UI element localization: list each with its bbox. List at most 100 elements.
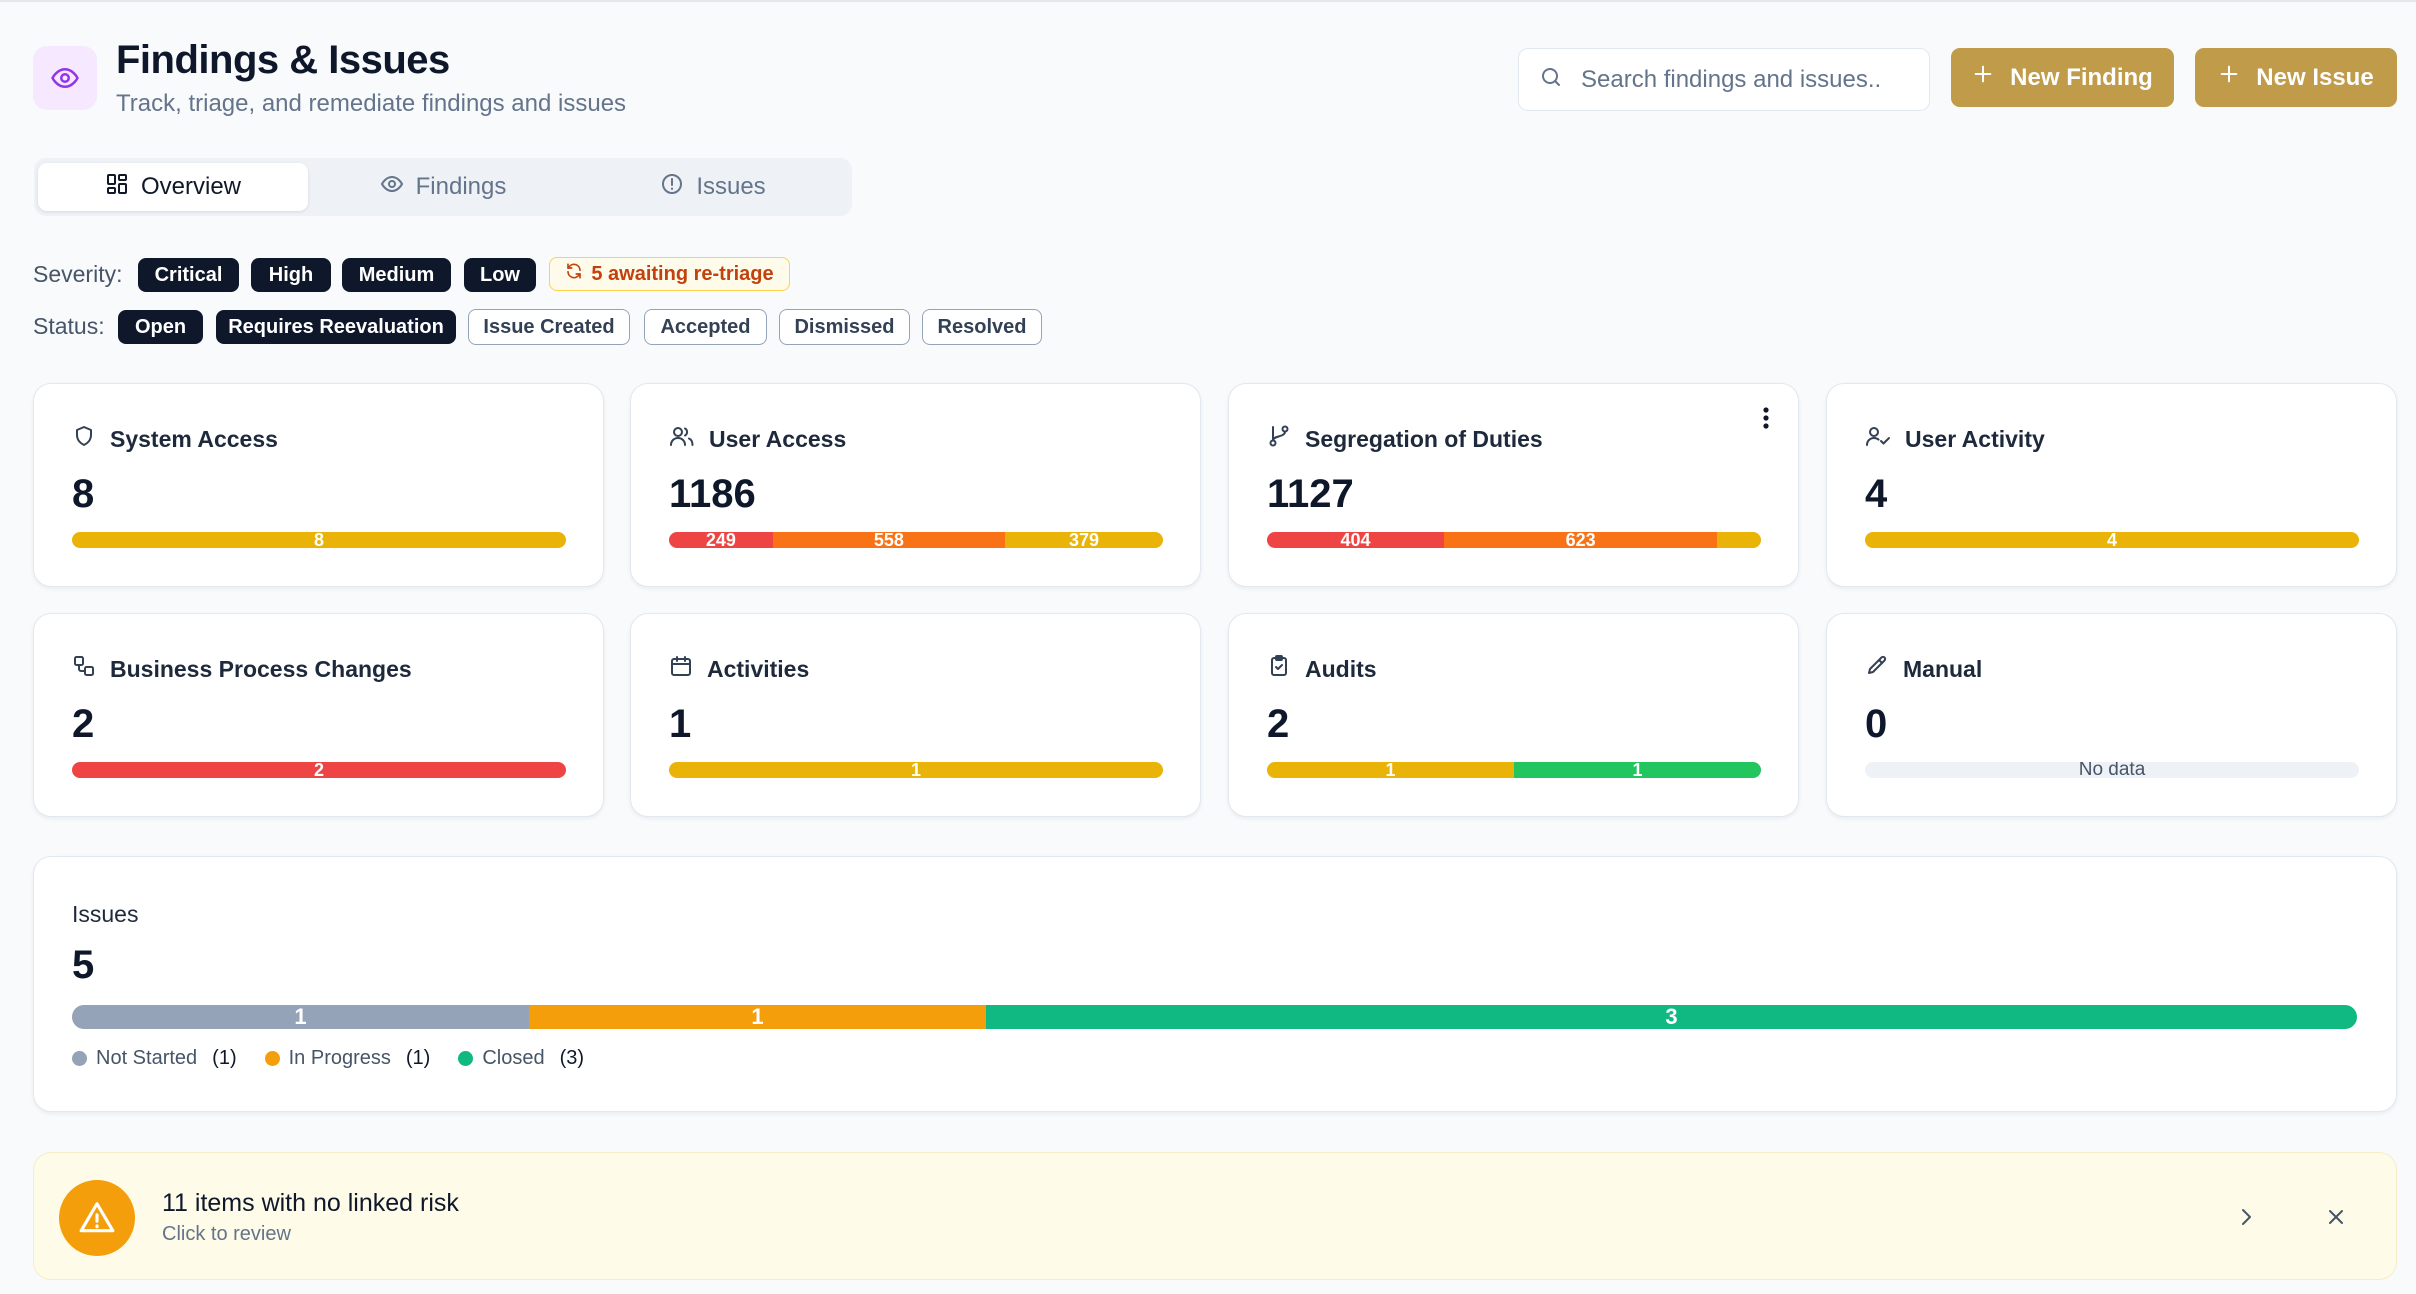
- clipboard-check-icon: [1267, 654, 1291, 684]
- card-user-access[interactable]: User Access 1186 249 558 379: [630, 383, 1201, 587]
- card-header: Audits: [1267, 654, 1377, 684]
- card-total: 5: [72, 943, 95, 987]
- view-tabs: Overview Findings Issues: [34, 158, 852, 216]
- severity-segment[interactable]: 379: [1005, 532, 1163, 548]
- card-header: Activities: [669, 654, 809, 684]
- card-total: 2: [1267, 702, 1290, 746]
- card-activities[interactable]: Activities 1 1: [630, 613, 1201, 817]
- severity-segment[interactable]: 8: [72, 532, 566, 548]
- severity-segment[interactable]: 404: [1267, 532, 1445, 548]
- legend-dot: [72, 1051, 87, 1066]
- eye-icon: [380, 172, 404, 203]
- status-chip-dismissed[interactable]: Dismissed: [779, 309, 910, 345]
- new-issue-label: New Issue: [2256, 63, 2374, 91]
- severity-filter-label: Severity:: [33, 261, 123, 287]
- tab-overview[interactable]: Overview: [38, 163, 308, 211]
- search-box[interactable]: [1518, 48, 1930, 111]
- shield-icon: [72, 424, 96, 454]
- status-segment[interactable]: 3: [986, 1005, 2357, 1029]
- tab-overview-label: Overview: [140, 173, 242, 200]
- git-branch-icon: [1267, 424, 1291, 454]
- grid-icon: [105, 172, 129, 203]
- banner-subtitle: Click to review: [162, 1223, 291, 1245]
- status-chip-open[interactable]: Open: [118, 310, 203, 344]
- status-chip-resolved[interactable]: Resolved: [922, 309, 1042, 345]
- severity-chip-critical[interactable]: Critical: [138, 258, 239, 292]
- card-title: User Access: [709, 425, 847, 452]
- severity-chip-medium[interactable]: Medium: [342, 258, 451, 292]
- plus-icon: [2218, 63, 2240, 92]
- new-issue-button[interactable]: New Issue: [2195, 48, 2397, 107]
- refresh-icon: [565, 262, 583, 286]
- status-segment[interactable]: 1: [72, 1005, 529, 1029]
- card-user-activity[interactable]: User Activity 4 4: [1826, 383, 2397, 587]
- legend-dot: [458, 1051, 474, 1066]
- card-title: Manual: [1903, 655, 1983, 682]
- severity-segment[interactable]: 1: [1514, 762, 1761, 778]
- status-segment[interactable]: 1: [529, 1005, 986, 1029]
- more-vertical-icon[interactable]: [1762, 406, 1770, 435]
- card-header: Issues: [72, 901, 138, 928]
- legend-item: In Progress (1): [264, 1047, 430, 1070]
- severity-segment[interactable]: 4: [1865, 532, 2359, 548]
- tab-issues[interactable]: Issues: [578, 163, 848, 211]
- close-icon[interactable]: [2324, 1205, 2348, 1234]
- card-total: 0: [1865, 702, 1888, 746]
- severity-bar: 404 623: [1267, 532, 1761, 548]
- severity-chip-low[interactable]: Low: [464, 258, 536, 292]
- retriage-badge[interactable]: 5 awaiting re-triage: [549, 257, 790, 291]
- card-title: Business Process Changes: [110, 655, 412, 682]
- calendar-icon: [669, 654, 693, 684]
- search-input[interactable]: [1581, 65, 1911, 94]
- severity-segment[interactable]: 623: [1444, 532, 1718, 548]
- page-subtitle: Track, triage, and remediate findings an…: [116, 90, 627, 117]
- severity-segment[interactable]: [1717, 532, 1761, 548]
- card-manual[interactable]: Manual 0 No data: [1826, 613, 2397, 817]
- severity-segment[interactable]: 1: [669, 762, 1163, 778]
- card-business-process-changes[interactable]: Business Process Changes 2 2: [33, 613, 604, 817]
- severity-bar: 1: [669, 762, 1163, 778]
- card-header: Manual: [1865, 654, 1982, 684]
- severity-segment[interactable]: 2: [72, 762, 566, 778]
- new-finding-button[interactable]: New Finding: [1951, 48, 2174, 107]
- alert-circle-icon: [660, 172, 684, 203]
- card-title: System Access: [110, 425, 278, 452]
- page-title: Findings & Issues: [116, 38, 450, 82]
- legend-label: Not Started: [96, 1047, 198, 1069]
- card-title: Issues: [72, 901, 139, 927]
- card-total: 1186: [669, 472, 756, 516]
- card-header: System Access: [72, 424, 278, 454]
- user-check-icon: [1865, 424, 1891, 454]
- tab-findings[interactable]: Findings: [308, 163, 578, 211]
- card-title: User Activity: [1905, 425, 2045, 452]
- status-chip-accepted[interactable]: Accepted: [644, 309, 767, 345]
- unlinked-risk-banner[interactable]: 11 items with no linked risk Click to re…: [33, 1152, 2397, 1280]
- chevron-right-icon[interactable]: [2234, 1205, 2258, 1234]
- eye-icon: [33, 46, 97, 110]
- card-system-access[interactable]: System Access 8 8: [33, 383, 604, 587]
- card-title: Segregation of Duties: [1305, 425, 1543, 452]
- severity-chip-high[interactable]: High: [251, 258, 331, 292]
- severity-bar: 249 558 379: [669, 532, 1163, 548]
- severity-segment[interactable]: 558: [772, 532, 1006, 548]
- severity-segment[interactable]: 1: [1267, 762, 1514, 778]
- legend-dot: [264, 1051, 280, 1066]
- card-header: User Activity: [1865, 424, 2045, 454]
- new-finding-label: New Finding: [2010, 63, 2153, 91]
- search-icon: [1539, 65, 1563, 94]
- card-total: 8: [72, 472, 95, 516]
- severity-segment[interactable]: 249: [669, 532, 773, 548]
- card-title: Activities: [707, 655, 810, 682]
- pencil-icon: [1865, 654, 1889, 684]
- status-chip-issue-created[interactable]: Issue Created: [468, 309, 630, 345]
- card-title: Audits: [1305, 655, 1377, 682]
- card-total: 4: [1865, 472, 1888, 516]
- legend-label: Closed: [482, 1047, 545, 1069]
- card-segregation-of-duties[interactable]: Segregation of Duties 1127 404 623: [1228, 383, 1799, 587]
- card-total: 1: [669, 702, 692, 746]
- banner-title: 11 items with no linked risk: [162, 1189, 459, 1217]
- status-chip-requires-reevaluation[interactable]: Requires Reevaluation: [216, 310, 456, 344]
